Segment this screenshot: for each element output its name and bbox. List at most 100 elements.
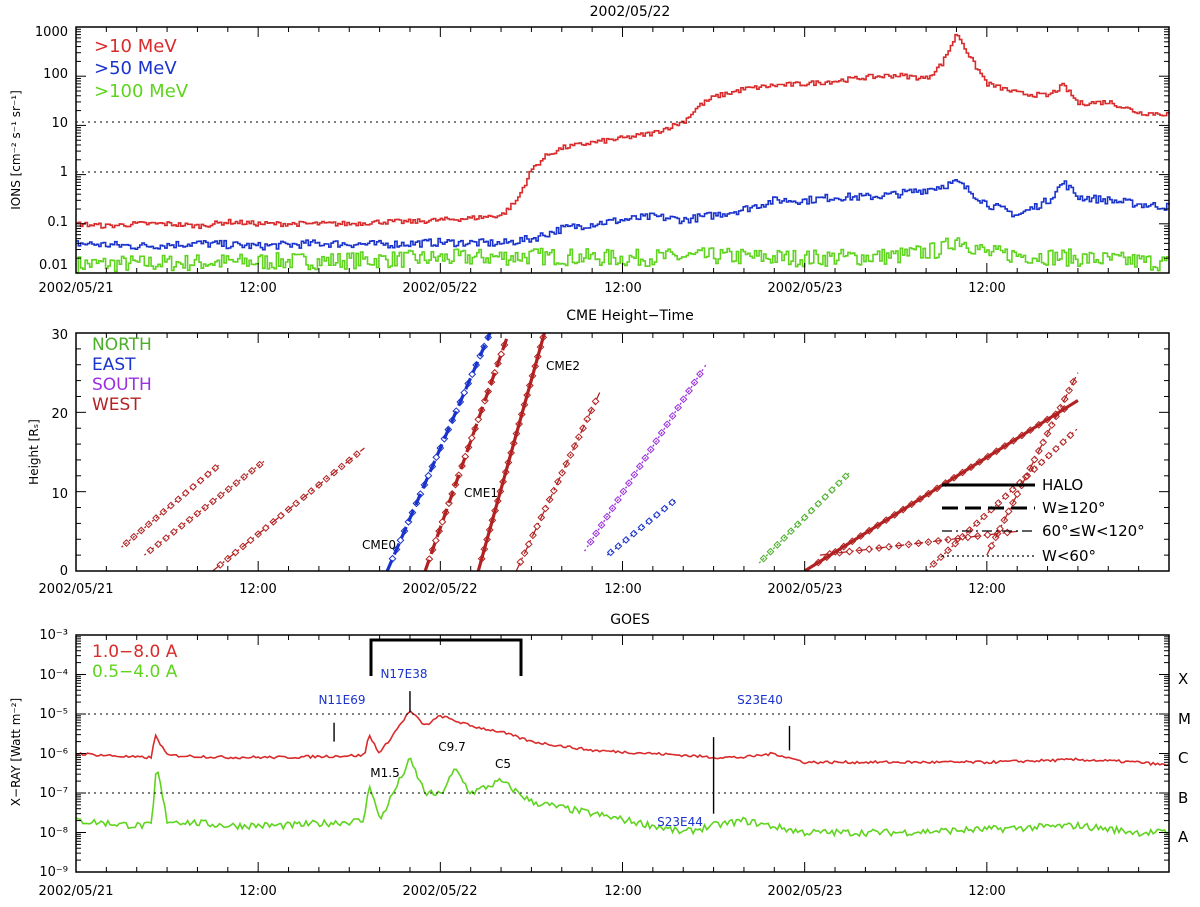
cme-track-point	[759, 554, 768, 563]
cme-track-point	[1004, 507, 1013, 516]
cme-track-point	[441, 508, 450, 517]
flare-label-n11e69: N11E69	[318, 693, 365, 707]
goes-ytick-label: 10⁻⁹	[39, 865, 68, 880]
goes-class-a: A	[1178, 828, 1189, 846]
cme-track-point	[154, 540, 163, 549]
cme-track-point	[965, 526, 974, 534]
cme-track-point	[845, 547, 854, 556]
cme-track-point	[529, 531, 537, 540]
cme-track-point	[1069, 377, 1078, 386]
cme-track-point	[536, 343, 545, 351]
cme-track-point	[1039, 438, 1048, 447]
cme-track-point	[531, 362, 540, 371]
cme-track-point	[193, 509, 202, 518]
cme-track-point	[474, 415, 483, 424]
cme-track-point	[635, 462, 644, 471]
width-legend-w60: W<60°	[1042, 547, 1096, 565]
cme-track-point	[1066, 431, 1075, 440]
cme-track-point	[464, 379, 473, 388]
cme-y-axis-label: Height [Rₛ]	[27, 419, 41, 485]
ions-series-group	[76, 33, 1170, 274]
cme-track-point	[865, 526, 874, 535]
cme-track-point	[1044, 451, 1053, 460]
cme-track-point	[899, 505, 908, 514]
cme-track-point	[652, 510, 661, 519]
cme-legend-west: WEST	[92, 395, 141, 415]
cme-track-point	[1030, 465, 1039, 474]
cme-track-point	[185, 515, 194, 524]
cme-track-point	[159, 507, 168, 516]
cme-track-point	[425, 555, 434, 564]
cme-track-point	[570, 442, 579, 450]
cme-track-line	[423, 333, 511, 571]
ions-legend-gt10: >10 MeV	[94, 36, 177, 57]
cme-track-point	[814, 558, 823, 567]
cme-track-point	[629, 529, 638, 538]
goes-class-x: X	[1178, 670, 1188, 688]
cme-track-point	[1026, 464, 1035, 473]
cme-track-point	[975, 457, 984, 466]
cme-track-point	[991, 533, 1000, 542]
cme-track-point	[630, 470, 639, 479]
cme-track-point	[169, 528, 178, 536]
cme-track-point	[657, 428, 666, 437]
cme-track-point	[292, 499, 301, 508]
width-legend-w120: W≥120°	[1042, 499, 1106, 517]
cme-track-point	[480, 342, 489, 351]
cme-track-point	[512, 429, 521, 438]
cme-track-point	[875, 544, 883, 552]
cme-track-point	[412, 499, 421, 508]
cme-track-point	[1017, 431, 1026, 440]
cme-track-point	[904, 540, 913, 549]
cme-legend-south: SOUTH	[92, 375, 152, 395]
cme-track-point	[933, 484, 941, 493]
cme-track-point	[452, 407, 461, 416]
cme-track-point	[992, 447, 1001, 456]
cme-xtick-label: 12:00	[239, 582, 276, 597]
cme-track-point	[603, 512, 611, 521]
cme-track-point	[509, 439, 518, 448]
cme-track-point	[269, 517, 278, 526]
cme-track-point	[579, 424, 587, 433]
cme-track-point	[696, 370, 704, 378]
cme-track-point	[480, 396, 489, 405]
cme-track-point	[456, 398, 465, 406]
cme-track-point	[255, 460, 264, 469]
cme-track-point	[144, 520, 153, 529]
cme-track-point	[1021, 472, 1030, 481]
cme-track-point	[800, 513, 809, 522]
cme-track-point	[1043, 415, 1052, 424]
cme-track-point	[472, 361, 481, 369]
cme-xtick-label: 2002/05/22	[403, 582, 478, 597]
ions-ytick-label: 0.1	[47, 215, 68, 230]
flare-label-c5: C5	[495, 757, 511, 771]
flare-label-s23e40: S23E40	[737, 693, 783, 707]
cme-track-point	[162, 534, 170, 543]
cme-track-point	[480, 545, 489, 553]
cme-xtick-label: 2002/05/23	[768, 582, 843, 597]
cme-track-point	[408, 508, 417, 517]
cme-tick-marks	[75, 332, 1170, 572]
cme-track-point	[660, 504, 669, 513]
cme-track-point	[987, 542, 996, 550]
cme-xtick-label: 2002/05/21	[39, 582, 114, 597]
cme-track-point	[624, 479, 633, 488]
cme-track-point	[431, 536, 440, 545]
cme-track-point	[488, 516, 497, 525]
cme-track-point	[501, 468, 510, 476]
cme-track-point	[166, 501, 175, 510]
cme-track-point	[1034, 420, 1043, 429]
cme-track-point	[416, 490, 425, 499]
cme-label-cme1: CME1	[464, 486, 498, 500]
cme-track-group	[121, 333, 1079, 571]
cme-track-point	[490, 368, 499, 377]
cme-track-point	[839, 542, 848, 551]
flare-label-n17e38: N17E38	[380, 667, 427, 681]
cme-track-point	[545, 495, 554, 504]
cme-track-point	[539, 333, 548, 342]
cme-panel: CME Height−Time 0 10 20 30 Height [Rₛ] 2…	[27, 308, 1170, 597]
cme-track-point	[958, 468, 967, 477]
cme-track-point	[894, 541, 903, 550]
cme-track-point	[461, 452, 470, 461]
